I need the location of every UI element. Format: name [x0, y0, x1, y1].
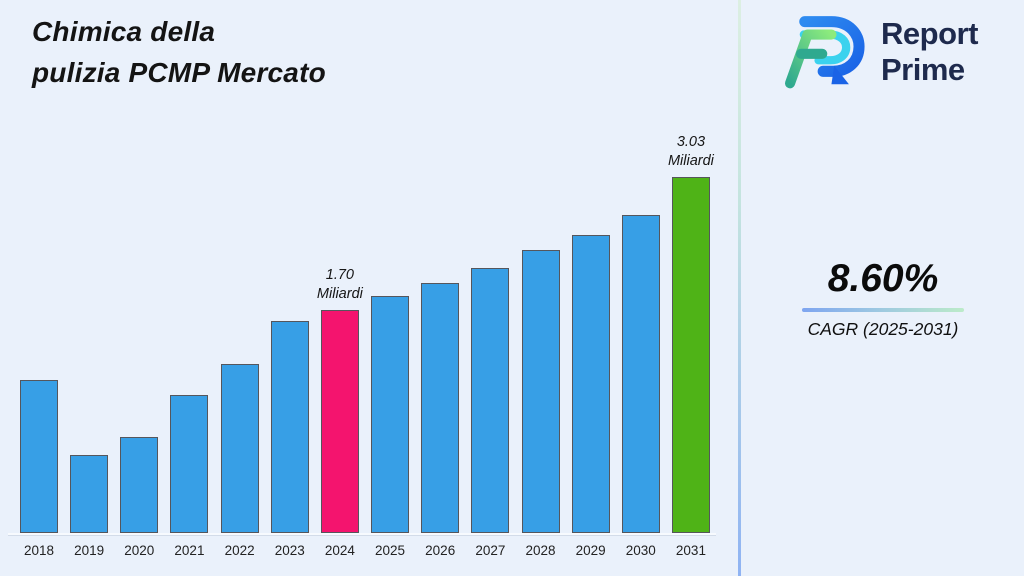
title-line2: pulizia PCMP Mercato	[32, 57, 326, 88]
bar-slot-2027: 2027	[471, 268, 510, 558]
x-tick-2020: 2020	[124, 543, 155, 558]
bar-slot-2026: 2026	[421, 283, 460, 558]
x-tick-2025: 2025	[375, 543, 406, 558]
page-title: Chimica della pulizia PCMP Mercato	[32, 11, 326, 93]
bar-slot-2018: 2018	[20, 380, 58, 558]
bar-2019	[70, 455, 109, 533]
x-tick-2026: 2026	[425, 543, 456, 558]
cagr-underline	[802, 308, 964, 312]
report-prime-logo-icon	[784, 16, 865, 89]
x-tick-2019: 2019	[74, 543, 105, 558]
bar-2031	[671, 177, 710, 533]
x-tick-2028: 2028	[525, 543, 556, 558]
brand-name-line2: Prime	[881, 52, 965, 87]
bar-2024	[320, 310, 359, 533]
bar-slot-2022: 2022	[220, 364, 259, 558]
x-tick-2030: 2030	[625, 543, 656, 558]
cagr-value: 8.60%	[827, 257, 939, 300]
bar-slot-2028: 2028	[521, 250, 560, 558]
x-tick-2018: 2018	[23, 543, 55, 558]
bar-slot-2019: 2019	[70, 455, 109, 558]
bar-slot-2031: 2031 3.03 Miliardi	[668, 134, 714, 558]
x-tick-2022: 2022	[224, 543, 255, 558]
cagr-label: CAGR (2025-2031)	[807, 319, 959, 339]
brand-name: Report Prime	[881, 16, 978, 88]
bar-2026	[421, 283, 460, 533]
bar-slot-2023: 2023	[270, 321, 309, 558]
bar-2018	[20, 380, 58, 533]
bar-2021	[170, 395, 209, 533]
bar-slot-2030: 2030	[621, 215, 660, 558]
x-tick-2027: 2027	[475, 543, 506, 558]
bar-slot-2024: 2024 1.70 Miliardi	[317, 267, 363, 558]
value-label-line: 1.70	[325, 267, 355, 283]
x-axis-line	[8, 533, 716, 535]
x-tick-2029: 2029	[575, 543, 606, 558]
bar-2020	[120, 437, 159, 533]
bar-2027	[471, 268, 510, 533]
bar-slot-2025: 2025	[371, 296, 410, 558]
bar-2023	[270, 321, 309, 533]
value-label-line: Miliardi	[316, 286, 363, 302]
bar-2029	[571, 235, 610, 533]
cagr-block: 8.60% CAGR (2025-2031)	[800, 257, 966, 340]
bar-2028	[521, 250, 560, 533]
brand-logo: Report Prime	[779, 8, 978, 96]
vertical-divider	[738, 0, 741, 576]
x-tick-2023: 2023	[274, 543, 305, 558]
bar-2030	[621, 215, 660, 533]
title-line1: Chimica della	[32, 16, 216, 47]
x-tick-2031: 2031	[675, 543, 706, 558]
x-tick-2021: 2021	[174, 543, 205, 558]
value-label-line: 3.03	[676, 134, 706, 150]
bar-slot-2020: 2020	[120, 437, 159, 558]
value-label-line: Miliardi	[667, 153, 714, 169]
x-tick-2024: 2024	[324, 543, 355, 558]
bar-2022	[220, 364, 259, 533]
brand-name-line1: Report	[881, 16, 978, 51]
bar-slot-2021: 2021	[170, 395, 209, 558]
value-label-2031: 3.03 Miliardi	[668, 133, 714, 171]
value-label-2024: 1.70 Miliardi	[317, 266, 363, 304]
bar-2025	[371, 296, 410, 533]
bar-slot-2029: 2029	[571, 235, 610, 558]
